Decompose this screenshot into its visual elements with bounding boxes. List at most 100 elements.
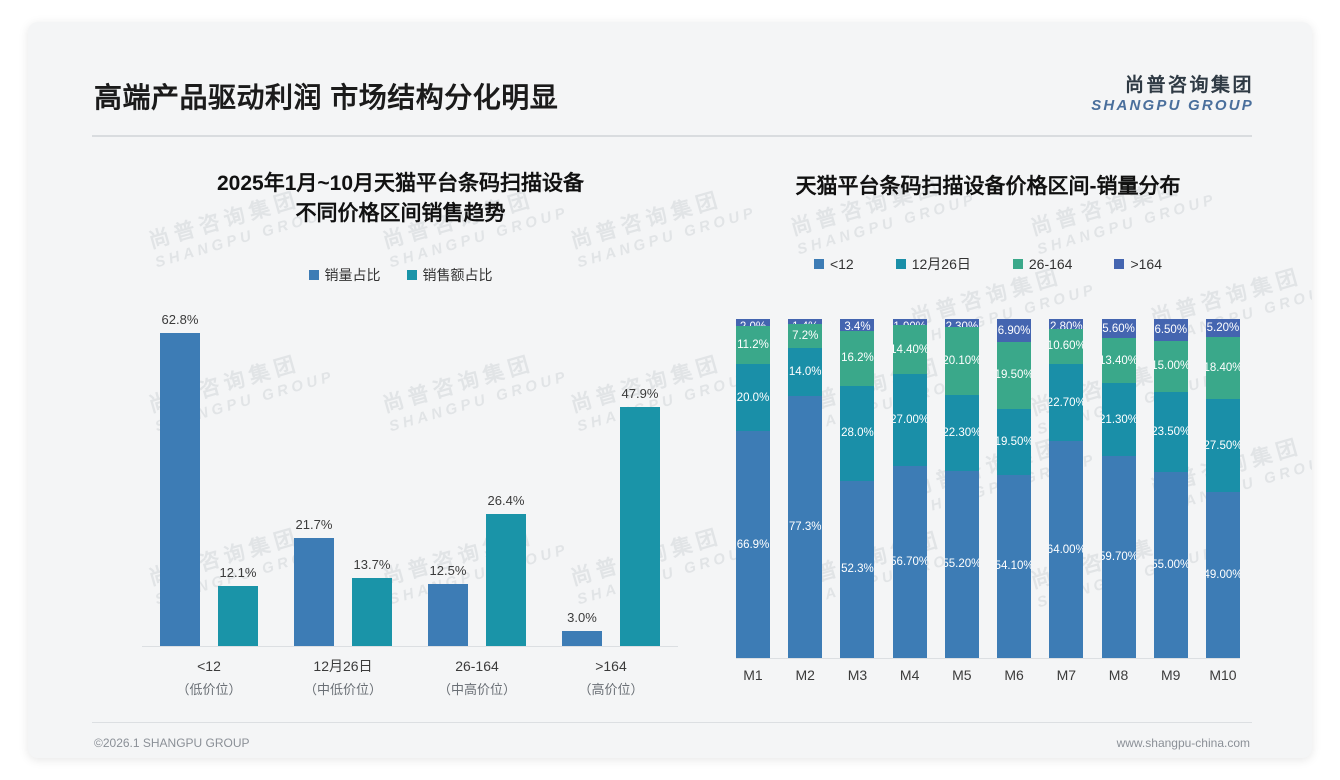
right-chart-category-label: M5 — [952, 667, 972, 683]
right-chart-bars: 2.0% 11.2% 20.0% 66.9% 1.4% 7.2% 14.0% 77.3% 3.4… — [736, 319, 1240, 659]
logo-english-text: SHANGPU GROUP — [1091, 96, 1254, 114]
left-chart-title-line2: 不同价格区间销售趋势 — [295, 201, 506, 225]
right-chart-segment[interactable]: 10.60% — [1049, 328, 1084, 365]
right-chart-segment[interactable]: 19.50% — [997, 408, 1032, 475]
left-chart-legend-item-1[interactable]: 销售额占比 — [406, 265, 493, 285]
right-chart-segment[interactable]: 19.50% — [997, 342, 1032, 409]
right-chart-segment-value: 52.3% — [841, 563, 874, 576]
right-chart-segment[interactable]: 2.80% — [1049, 319, 1084, 329]
right-chart-category-label: M10 — [1209, 667, 1237, 683]
right-chart-segment[interactable]: 22.70% — [1049, 364, 1084, 442]
right-chart-segment[interactable]: 20.0% — [736, 363, 770, 432]
right-chart-segment[interactable]: 77.3% — [788, 395, 823, 658]
right-chart-segment[interactable]: 27.50% — [1205, 398, 1240, 493]
right-chart-segment-value: 20.10% — [944, 354, 979, 367]
legend-swatch-icon — [1012, 258, 1023, 269]
left-chart-category-name: >164 — [595, 658, 627, 674]
logo-chinese-text: 尚普咨询集团 — [1124, 75, 1254, 96]
right-chart-segment[interactable]: 22.30% — [944, 395, 979, 471]
right-chart-segment[interactable]: 28.0% — [840, 385, 875, 481]
right-chart-column: 2.30% 20.10% 22.30% 55.20% — [944, 319, 979, 658]
right-chart-segment[interactable]: 55.00% — [1153, 471, 1188, 658]
legend-swatch-icon — [406, 269, 417, 280]
left-chart-bar[interactable] — [351, 577, 392, 646]
right-chart-segment[interactable]: 1.4% — [788, 319, 823, 324]
legend-swatch-icon — [308, 269, 319, 280]
left-chart-bar[interactable] — [293, 537, 334, 646]
left-chart-bar-value: 26.4% — [487, 493, 525, 509]
right-chart-segment[interactable]: 66.9% — [736, 431, 770, 658]
right-chart-legend-item-3[interactable]: >164 — [1114, 256, 1162, 272]
right-chart-segment-value: 23.50% — [1153, 425, 1188, 438]
footer-website[interactable]: www.shangpu-china.com — [1116, 736, 1250, 750]
left-chart-bar-wrap: 26.4% — [485, 307, 526, 646]
right-chart-segment-value: 2.80% — [1050, 321, 1083, 329]
left-chart-bar[interactable] — [619, 407, 660, 646]
left-chart-bar-wrap: 12.5% — [427, 307, 468, 646]
right-chart-segment-value: 19.50% — [997, 369, 1031, 382]
right-chart-segment[interactable]: 64.00% — [1049, 441, 1084, 658]
left-chart-bar[interactable] — [427, 583, 468, 646]
right-chart-segment-value: 7.2% — [792, 329, 819, 342]
right-chart-column: 5.60% 13.40% 21.30% 59.70% — [1101, 319, 1136, 658]
right-chart-segment[interactable]: 20.10% — [944, 326, 979, 396]
right-chart-segment[interactable]: 5.60% — [1101, 319, 1136, 338]
left-chart-category-sublabel: （高价位） — [578, 681, 644, 697]
right-chart-segment[interactable]: 1.90% — [892, 319, 927, 326]
left-chart-group: 3.0% 47.9% — [549, 307, 672, 646]
right-chart-segment[interactable]: 11.2% — [736, 325, 770, 364]
right-chart-segment-value: 2.30% — [946, 321, 979, 327]
right-chart-segment[interactable]: 14.40% — [892, 325, 927, 375]
left-chart-plot-area: 62.8% 12.1% 21.7% 13.7% 12.5% 26.4% 3.0% 47.9% … — [112, 307, 690, 707]
right-chart-segment[interactable]: 2.0% — [736, 319, 770, 326]
right-chart-segment[interactable]: 13.40% — [1101, 338, 1136, 384]
right-chart-panel: 天猫平台条码扫描设备价格区间-销量分布 <12 12月26日 26-164 >164 … — [718, 147, 1258, 712]
right-chart-segment[interactable]: 27.00% — [892, 374, 927, 466]
left-chart-bar[interactable] — [159, 332, 200, 646]
right-chart-segment[interactable]: 15.00% — [1153, 341, 1188, 392]
right-chart-segment-value: 77.3% — [788, 520, 822, 533]
right-chart-segment[interactable]: 7.2% — [788, 323, 823, 349]
right-chart-segment[interactable]: 21.30% — [1101, 383, 1136, 456]
right-chart-segment[interactable]: 6.50% — [1153, 319, 1188, 342]
right-chart-legend-item-0[interactable]: <12 — [813, 255, 854, 272]
right-chart-segment[interactable]: 5.20% — [1205, 319, 1240, 337]
right-chart-column: 1.4% 7.2% 14.0% 77.3% — [788, 319, 823, 658]
left-chart-legend-label: 销售额占比 — [422, 266, 493, 283]
left-chart-panel: 2025年1月~10月天猫平台条码扫描设备 不同价格区间销售趋势 销量占比 销售额… — [88, 147, 713, 712]
right-chart-segment[interactable]: 23.50% — [1153, 391, 1188, 472]
left-chart-bar[interactable] — [561, 631, 602, 646]
right-chart-segment[interactable]: 54.10% — [997, 474, 1032, 658]
left-chart-category-label: >164 （高价位） — [549, 653, 672, 699]
left-chart-bar-wrap: 12.1% — [217, 307, 258, 646]
left-chart-category-sublabel: （中低价位） — [303, 681, 382, 697]
right-chart-segment-value: 15.00% — [1153, 360, 1188, 373]
right-chart-segment[interactable]: 49.00% — [1205, 492, 1240, 658]
left-chart-category-label: 12月26日 （中低价位） — [281, 653, 404, 699]
right-chart-segment[interactable]: 16.2% — [840, 330, 875, 386]
right-chart-segment-value: 19.50% — [997, 435, 1031, 448]
right-chart-segment[interactable]: 55.20% — [944, 470, 979, 658]
right-chart-segment[interactable]: 18.40% — [1205, 336, 1240, 399]
right-chart-segment[interactable]: 6.90% — [997, 319, 1032, 343]
right-chart-segment[interactable]: 59.70% — [1101, 455, 1136, 658]
right-chart-segment-value: 22.70% — [1049, 396, 1083, 409]
right-chart-legend-item-2[interactable]: 26-164 — [1012, 256, 1072, 272]
right-chart-segment[interactable]: 56.70% — [892, 465, 927, 658]
left-chart-legend-item-0[interactable]: 销量占比 — [308, 265, 381, 285]
legend-swatch-icon — [813, 258, 824, 269]
right-chart-segment[interactable]: 3.4% — [840, 319, 875, 331]
left-chart-bar-value: 21.7% — [295, 516, 333, 532]
right-chart-segment[interactable]: 14.0% — [788, 348, 823, 396]
left-chart-bar[interactable] — [485, 514, 526, 646]
left-chart-bar-wrap: 3.0% — [561, 307, 602, 646]
right-chart-segment[interactable]: 2.30% — [944, 319, 979, 327]
left-chart-bar[interactable] — [217, 585, 258, 646]
left-chart-bar-value: 13.7% — [353, 556, 391, 572]
right-chart-column: 6.90% 19.50% 19.50% 54.10% — [997, 319, 1032, 658]
right-chart-legend-label: <12 — [829, 255, 854, 272]
right-chart-segment[interactable]: 52.3% — [840, 480, 875, 658]
right-chart-segment-value: 49.00% — [1205, 569, 1240, 582]
right-chart-legend-item-1[interactable]: 12月26日 — [895, 254, 971, 274]
